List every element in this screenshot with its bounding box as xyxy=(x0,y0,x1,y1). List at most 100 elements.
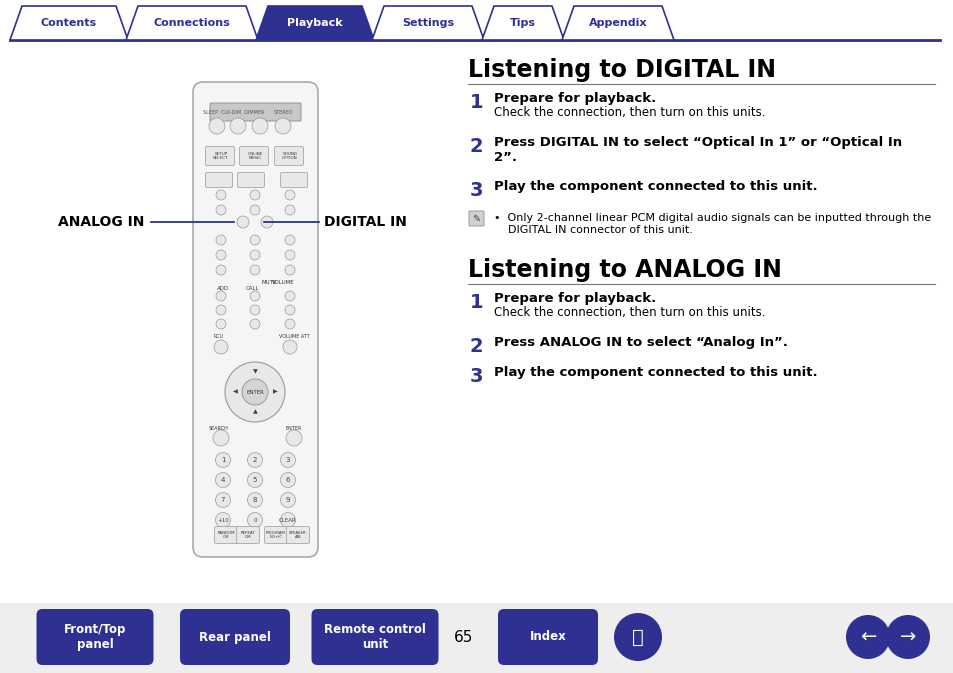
Circle shape xyxy=(250,319,260,329)
Text: •  Only 2-channel linear PCM digital audio signals can be inputted through the
 : • Only 2-channel linear PCM digital audi… xyxy=(494,213,930,235)
Circle shape xyxy=(215,472,231,487)
Text: 4: 4 xyxy=(220,477,225,483)
Text: Prepare for playback.: Prepare for playback. xyxy=(494,92,656,105)
Text: Listening to DIGITAL IN: Listening to DIGITAL IN xyxy=(468,58,775,82)
Circle shape xyxy=(230,118,246,134)
Circle shape xyxy=(250,265,260,275)
Text: ▶: ▶ xyxy=(273,390,277,394)
Text: STEREO: STEREO xyxy=(274,110,293,114)
Circle shape xyxy=(247,452,262,468)
Text: 1: 1 xyxy=(470,93,483,112)
Text: SLEEP  CLK-DIM  DIMMER: SLEEP CLK-DIM DIMMER xyxy=(203,110,264,114)
Circle shape xyxy=(885,615,929,659)
Text: PROGRAM
NO+IC: PROGRAM NO+IC xyxy=(266,531,286,539)
Text: RANDOM
OM: RANDOM OM xyxy=(217,531,234,539)
Polygon shape xyxy=(372,6,483,40)
Text: SPEAKER
A/B: SPEAKER A/B xyxy=(289,531,307,539)
Text: 1: 1 xyxy=(220,457,225,463)
Circle shape xyxy=(250,205,260,215)
Text: 2: 2 xyxy=(253,457,257,463)
Circle shape xyxy=(213,340,228,354)
Text: +10: +10 xyxy=(217,518,229,522)
Text: 6: 6 xyxy=(286,477,290,483)
Circle shape xyxy=(247,472,262,487)
Text: 3: 3 xyxy=(470,367,483,386)
Text: Press DIGITAL IN to select “Optical In 1” or “Optical In
2”.: Press DIGITAL IN to select “Optical In 1… xyxy=(494,136,902,164)
FancyBboxPatch shape xyxy=(205,147,234,166)
Circle shape xyxy=(283,340,296,354)
Polygon shape xyxy=(10,6,128,40)
FancyBboxPatch shape xyxy=(214,526,237,544)
Text: Play the component connected to this unit.: Play the component connected to this uni… xyxy=(494,180,817,193)
Text: SOUND
OPTION: SOUND OPTION xyxy=(282,151,297,160)
Text: Check the connection, then turn on this units.: Check the connection, then turn on this … xyxy=(494,106,764,119)
Text: 7: 7 xyxy=(220,497,225,503)
Text: Rear panel: Rear panel xyxy=(199,631,271,643)
Text: ADD: ADD xyxy=(216,285,229,291)
FancyBboxPatch shape xyxy=(180,609,290,665)
Text: 1: 1 xyxy=(470,293,483,312)
Circle shape xyxy=(280,493,295,507)
FancyBboxPatch shape xyxy=(237,172,264,188)
Circle shape xyxy=(250,235,260,245)
FancyBboxPatch shape xyxy=(286,526,309,544)
Text: 3: 3 xyxy=(286,457,290,463)
Circle shape xyxy=(247,513,262,528)
Text: ANALOG IN: ANALOG IN xyxy=(58,215,144,229)
FancyBboxPatch shape xyxy=(210,103,301,121)
Text: ENTER: ENTER xyxy=(286,425,302,431)
Circle shape xyxy=(274,118,291,134)
Text: CALL: CALL xyxy=(246,285,259,291)
Text: Front/Top
panel: Front/Top panel xyxy=(64,623,126,651)
Bar xyxy=(0,603,953,673)
Text: Prepare for playback.: Prepare for playback. xyxy=(494,292,656,305)
Text: ▼: ▼ xyxy=(253,369,257,374)
Text: ✎: ✎ xyxy=(472,213,480,223)
Text: Playback: Playback xyxy=(287,18,342,28)
Circle shape xyxy=(225,362,285,422)
Circle shape xyxy=(247,493,262,507)
FancyBboxPatch shape xyxy=(280,172,307,188)
Circle shape xyxy=(236,216,249,228)
FancyBboxPatch shape xyxy=(236,526,259,544)
FancyBboxPatch shape xyxy=(205,172,233,188)
Circle shape xyxy=(285,250,294,260)
Circle shape xyxy=(215,265,226,275)
Text: Press ANALOG IN to select “Analog In”.: Press ANALOG IN to select “Analog In”. xyxy=(494,336,787,349)
Text: Check the connection, then turn on this units.: Check the connection, then turn on this … xyxy=(494,306,764,319)
Circle shape xyxy=(280,513,295,528)
Text: 🏠: 🏠 xyxy=(632,627,643,647)
Text: Contents: Contents xyxy=(41,18,97,28)
Circle shape xyxy=(215,190,226,200)
Circle shape xyxy=(285,190,294,200)
Text: ◀: ◀ xyxy=(233,390,237,394)
FancyBboxPatch shape xyxy=(239,147,268,166)
Text: 0: 0 xyxy=(253,518,256,522)
Circle shape xyxy=(250,250,260,260)
Text: SETUP
SELECT: SETUP SELECT xyxy=(213,151,229,160)
Circle shape xyxy=(285,235,294,245)
Text: Tips: Tips xyxy=(510,18,536,28)
Text: CLEAR: CLEAR xyxy=(279,518,296,522)
Text: 5: 5 xyxy=(253,477,257,483)
Circle shape xyxy=(215,319,226,329)
Text: Connections: Connections xyxy=(153,18,230,28)
Text: Settings: Settings xyxy=(401,18,454,28)
FancyBboxPatch shape xyxy=(274,147,303,166)
FancyBboxPatch shape xyxy=(497,609,598,665)
Circle shape xyxy=(285,205,294,215)
Polygon shape xyxy=(481,6,563,40)
Text: Listening to ANALOG IN: Listening to ANALOG IN xyxy=(468,258,781,282)
Text: 8: 8 xyxy=(253,497,257,503)
FancyBboxPatch shape xyxy=(264,526,287,544)
Text: 65: 65 xyxy=(454,629,474,645)
Text: ENTER: ENTER xyxy=(246,390,264,394)
Text: RCU: RCU xyxy=(213,334,224,339)
Circle shape xyxy=(250,291,260,301)
Text: MUTE: MUTE xyxy=(261,281,276,285)
Text: ▲: ▲ xyxy=(253,409,257,415)
Polygon shape xyxy=(126,6,257,40)
Circle shape xyxy=(285,305,294,315)
Circle shape xyxy=(250,305,260,315)
Text: DIGITAL IN: DIGITAL IN xyxy=(324,215,406,229)
